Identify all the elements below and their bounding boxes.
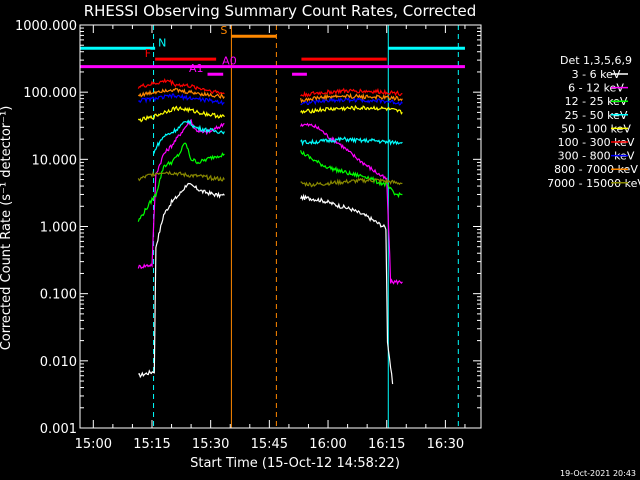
flag-label-a0: A0 <box>222 55 237 68</box>
x-tick-label: 15:30 <box>192 437 229 452</box>
legend-title: Det 1,3,5,6,9 <box>560 54 632 67</box>
x-tick-label: 15:15 <box>133 437 170 452</box>
x-tick-label: 16:15 <box>368 437 405 452</box>
series-line <box>138 182 394 385</box>
legend-entry-label: 50 - 100 keV <box>561 122 631 135</box>
legend-entry-label: 3 - 6 keV <box>572 68 621 81</box>
flag-label-n: N <box>158 36 166 49</box>
legend-entry-label: 7000 - 15000 keV <box>547 177 640 190</box>
chart-title: RHESSI Observing Summary Count Rates, Co… <box>84 2 477 20</box>
series-line <box>138 93 403 106</box>
series-line <box>137 118 403 286</box>
series-line <box>137 104 403 123</box>
x-tick-label: 15:00 <box>75 437 112 452</box>
flag-label-a1: A1 <box>189 62 204 75</box>
timestamp: 19-Oct-2021 20:43 <box>560 469 636 478</box>
y-tick-label: 0.100 <box>40 288 77 303</box>
series-line <box>137 77 403 98</box>
series-line <box>137 87 403 104</box>
legend-entry-label: 100 - 300 keV <box>558 136 635 149</box>
legend-entry-label: 25 - 50 keV <box>565 109 628 122</box>
y-tick-label: 1.000 <box>40 221 77 236</box>
legend-entry-label: 800 - 7000 keV <box>554 163 638 176</box>
y-tick-label: 0.010 <box>40 355 77 370</box>
y-tick-label: 10.000 <box>32 153 78 168</box>
x-tick-label: 16:30 <box>427 437 464 452</box>
flag-label-s: S <box>220 24 227 37</box>
legend-entry-label: 6 - 12 keV <box>568 82 624 95</box>
x-axis-label: Start Time (15-Oct-12 14:58:22) <box>190 456 400 471</box>
plot-area: 1000.000 100.000 10.000 1.000 0.100 0.010 0.00… <box>15 19 481 452</box>
series-line <box>137 170 403 188</box>
y-tick-label: 0.001 <box>40 422 77 437</box>
x-tick-label: 16:00 <box>309 437 346 452</box>
y-axis-label: Corrected Count Rate (s⁻¹ detector⁻¹) <box>0 106 14 351</box>
series-line <box>153 119 403 154</box>
legend-entry-label: 12 - 25 keV <box>565 95 628 108</box>
y-tick-label: 100.000 <box>23 86 77 101</box>
x-tick-label: 15:45 <box>251 437 288 452</box>
y-tick-label: 1000.000 <box>15 19 77 34</box>
series-line <box>137 142 403 222</box>
plot-frame <box>79 24 482 429</box>
flag-label-f: F <box>145 47 151 60</box>
legend-entry-label: 300 - 800 keV <box>558 150 635 163</box>
